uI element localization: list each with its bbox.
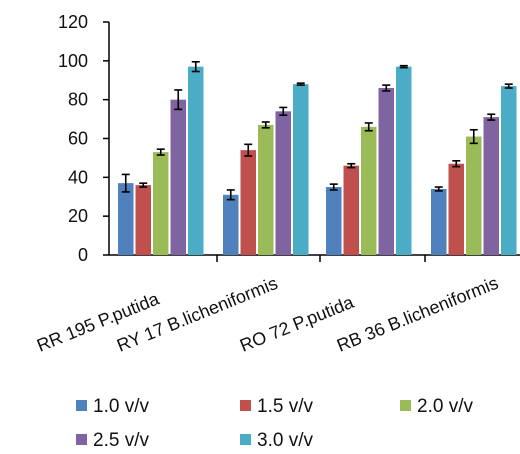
error-bar [279, 106, 288, 116]
legend: 1.0 v/v 1.5 v/v 2.0 v/v 2.5 v/v 3.0 v/v [76, 396, 473, 451]
error-bars-layer [121, 61, 513, 201]
legend-label: 1.0 v/v [93, 396, 149, 417]
legend-swatch [76, 434, 87, 445]
bar [378, 88, 394, 256]
bar [258, 124, 274, 256]
bar [396, 66, 412, 256]
error-bar [399, 64, 408, 69]
legend-label: 2.5 v/v [93, 430, 149, 451]
y-tick-label: 40 [68, 167, 88, 187]
legend-label: 1.5 v/v [257, 396, 313, 417]
bar [275, 111, 291, 255]
error-bar [487, 113, 496, 121]
error-bar [226, 189, 235, 201]
bar [466, 136, 482, 255]
bar [448, 163, 464, 255]
bar [326, 187, 342, 255]
error-bar [156, 148, 165, 156]
error-bar [504, 83, 513, 89]
bar [118, 183, 134, 255]
legend-item: 3.0 v/v [240, 430, 313, 451]
legend-item: 2.5 v/v [76, 430, 149, 451]
error-bar [452, 160, 461, 168]
y-tick-label: 100 [58, 51, 88, 71]
bars-layer [118, 66, 517, 256]
error-bar [434, 186, 443, 192]
bar [501, 86, 517, 255]
error-bar [329, 183, 338, 191]
bar [135, 185, 151, 255]
error-bar [261, 121, 270, 129]
legend-swatch [240, 400, 251, 411]
error-bar [121, 173, 130, 193]
error-bar [191, 61, 200, 73]
y-tick-label: 80 [68, 90, 88, 110]
y-tick-label: 20 [68, 206, 88, 226]
error-bar [296, 82, 305, 86]
error-bar [174, 89, 183, 111]
error-bar [347, 162, 356, 169]
bar [361, 126, 377, 255]
legend-swatch [76, 400, 87, 411]
bar [343, 165, 359, 255]
error-bar [244, 143, 253, 157]
legend-swatch [240, 434, 251, 445]
bar [170, 99, 186, 256]
bar [223, 194, 239, 255]
bar [431, 188, 447, 255]
legend-item: 2.0 v/v [400, 396, 473, 417]
error-bar [139, 182, 148, 188]
legend-item: 1.0 v/v [76, 396, 149, 417]
y-tick-label: 120 [58, 12, 88, 32]
bar [153, 152, 169, 255]
legend-item: 1.5 v/v [240, 396, 313, 417]
bar [483, 117, 499, 256]
y-tick-label: 60 [68, 129, 88, 149]
legend-swatch [400, 400, 411, 411]
error-bar [469, 128, 478, 145]
bar [293, 84, 309, 255]
y-tick-labels: 0 20 40 60 80 100 120 [58, 12, 88, 265]
legend-label: 2.0 v/v [417, 396, 473, 417]
legend-label: 3.0 v/v [257, 430, 313, 451]
error-bar [364, 122, 373, 132]
y-tick-label: 0 [78, 245, 88, 265]
bar [240, 150, 256, 255]
category-label: RB 36 B.licheniformis [334, 273, 501, 356]
error-bar [382, 84, 391, 92]
bar [188, 66, 204, 256]
